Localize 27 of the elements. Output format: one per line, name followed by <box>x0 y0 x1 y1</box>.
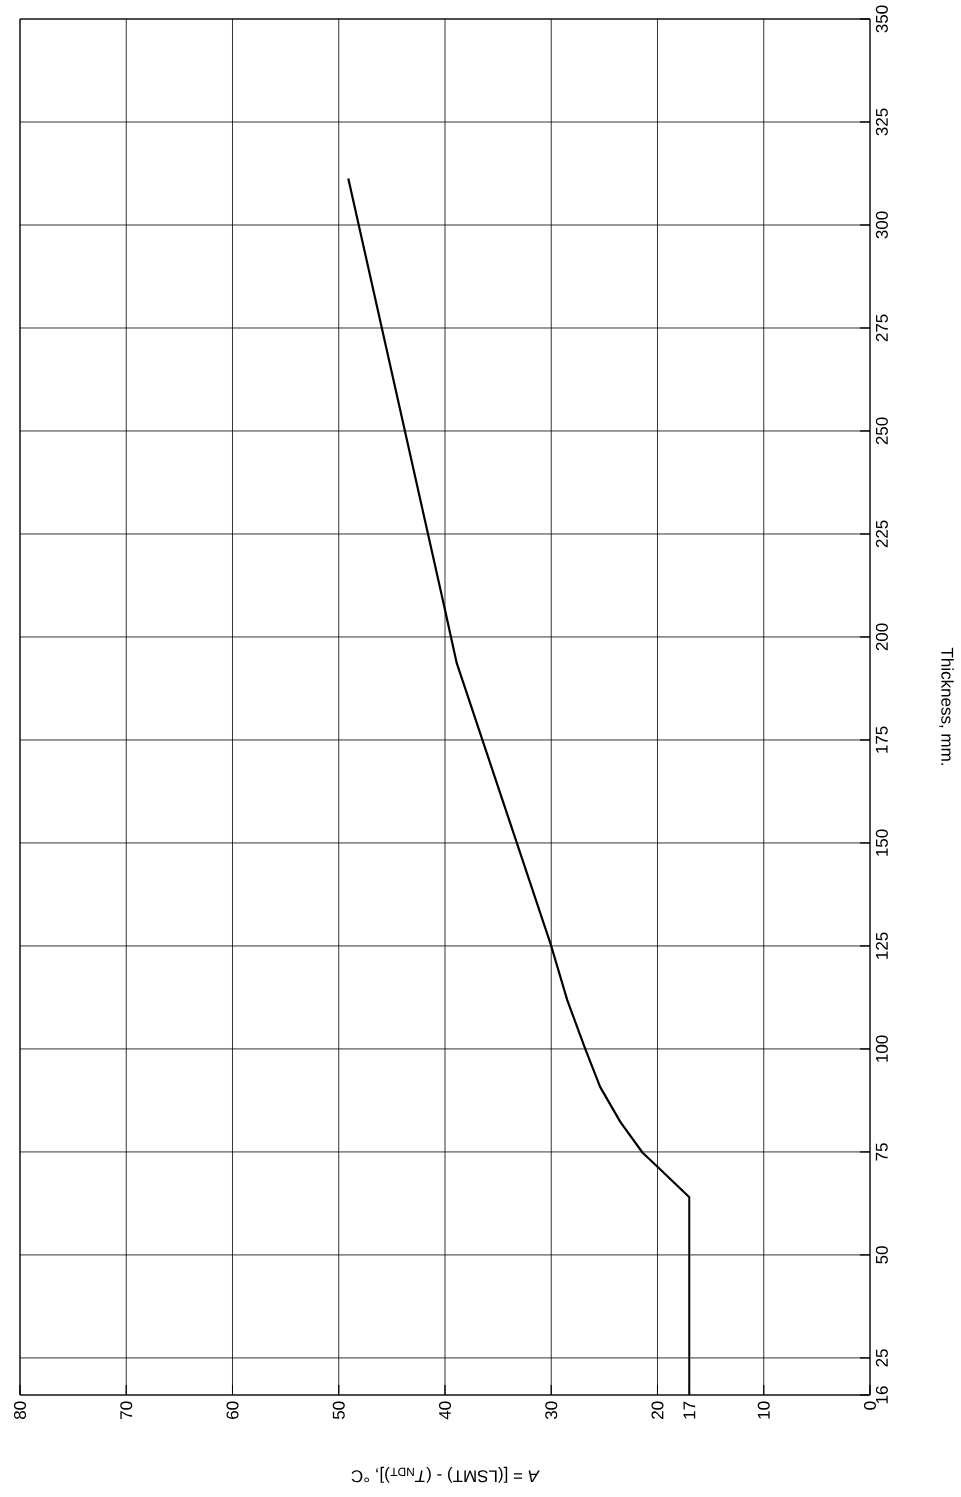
x-tick-label: 70 <box>120 1401 133 1419</box>
x-tick-label: 60 <box>226 1401 239 1419</box>
y-tick-label: 275 <box>875 314 888 342</box>
x-tick-label: 10 <box>757 1401 770 1419</box>
y-tick-label: 300 <box>875 211 888 239</box>
y-tick-label: 250 <box>875 417 888 445</box>
y-tick-label: 50 <box>875 1246 888 1264</box>
y-tick-label: 16 <box>875 1386 888 1404</box>
x-tick-label: 50 <box>332 1401 345 1420</box>
x-tick-label: 40 <box>438 1401 452 1420</box>
x-tick-label: 0 <box>863 1401 877 1410</box>
x-tick-label: 17 <box>683 1401 696 1419</box>
y-tick-label: 100 <box>875 1035 888 1062</box>
y-axis-title: Thickness, mm. <box>939 647 954 765</box>
y-tick-label: 200 <box>875 623 888 651</box>
x-tick-label: 80 <box>13 1401 27 1420</box>
y-tick-label: 25 <box>875 1349 888 1367</box>
y-tick-label: 225 <box>875 520 888 548</box>
x-tick-label: 30 <box>545 1401 558 1420</box>
y-tick-label: 350 <box>875 5 888 33</box>
x-tick-label: 20 <box>651 1401 664 1419</box>
y-tick-label: 125 <box>875 932 888 959</box>
x-axis-title: A = [(LSMT) - (T$_{NDT}$)], °C <box>351 1466 540 1483</box>
y-tick-label: 75 <box>875 1143 888 1161</box>
y-tick-label: 325 <box>875 108 888 136</box>
y-tick-label: 150 <box>875 829 888 856</box>
y-tick-label: 175 <box>875 726 888 753</box>
